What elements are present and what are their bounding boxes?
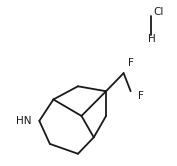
- Text: HN: HN: [16, 116, 31, 126]
- Text: Cl: Cl: [153, 7, 164, 17]
- Text: F: F: [128, 58, 134, 68]
- Text: F: F: [138, 91, 144, 101]
- Text: H: H: [148, 34, 156, 43]
